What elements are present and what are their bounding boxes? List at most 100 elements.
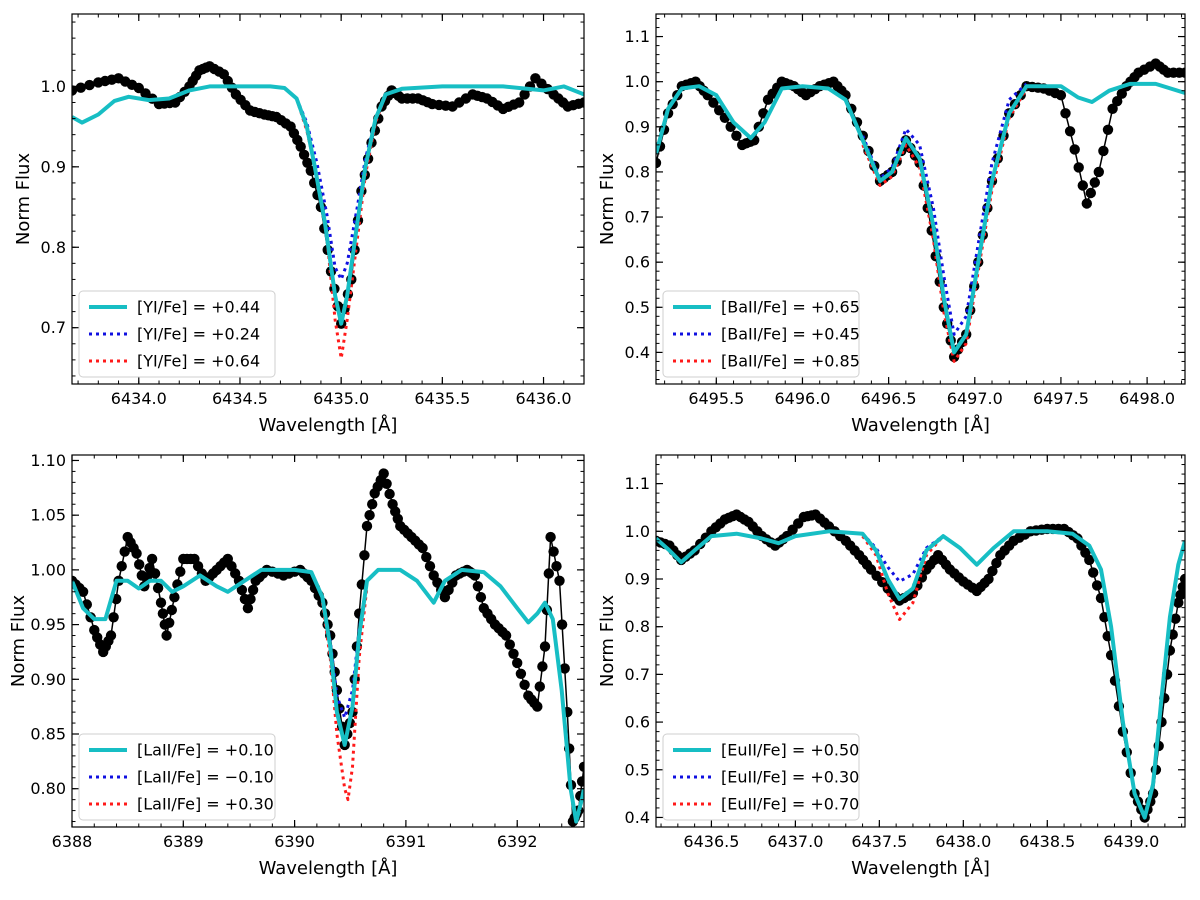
observed-point <box>545 531 556 543</box>
x-tick-label: 6437.0 <box>767 832 823 851</box>
observed-point <box>161 630 172 641</box>
spectrum-panel: 6434.0 6434.5 6435.0 6435.5 6436.0 0.7 0.8 0.9 1… <box>13 13 585 436</box>
observed-point <box>105 630 117 641</box>
observed-point <box>1081 198 1093 209</box>
x-tick-label: 6435.0 <box>313 389 369 408</box>
y-tick-label: 0.5 <box>625 298 650 317</box>
spectrum-panel: 6436.5 6437.0 6437.5 6438.0 6438.5 6439.0 0.4 0… <box>597 454 1186 879</box>
y-tick-label: 0.9 <box>625 570 650 589</box>
y-tick-label: 0.90 <box>30 670 66 689</box>
legend-entry-label: [BaII/Fe] = +0.45 <box>721 325 860 344</box>
legend: [BaII/Fe] = +0.65 [BaII/Fe] = +0.45 [BaII/… <box>662 290 860 378</box>
observed-point <box>1069 144 1080 155</box>
observed-point <box>1173 597 1184 608</box>
observed-point <box>157 608 169 619</box>
y-axis-label: Norm Flux <box>597 595 618 688</box>
legend: [LaII/Fe] = +0.10 [LaII/Fe] = −0.10 [LaII/… <box>78 733 276 821</box>
y-tick-label: 0.8 <box>625 162 650 181</box>
observed-point <box>1088 567 1099 578</box>
observed-point <box>119 546 130 557</box>
y-axis-label: Norm Flux <box>597 153 618 246</box>
observed-point <box>359 550 370 561</box>
observed-point <box>1177 581 1185 593</box>
best-fit-synthetic-line <box>72 84 584 326</box>
observed-point <box>295 141 306 152</box>
x-tick-label: 6437.5 <box>851 832 907 851</box>
observed-point <box>987 565 998 577</box>
observed-point <box>1060 108 1071 119</box>
y-tick-label: 1.0 <box>625 522 650 541</box>
y-tick-label: 1.0 <box>41 77 66 96</box>
observed-point <box>556 619 568 630</box>
observed-point <box>551 561 562 572</box>
observed-point <box>149 568 161 579</box>
observed-point <box>134 559 145 570</box>
observed-point <box>175 566 186 577</box>
legend-entry-label: [YI/Fe] = +0.64 <box>137 352 260 371</box>
observed-point <box>424 561 436 572</box>
observed-point <box>1064 126 1076 137</box>
y-tick-label: 1.1 <box>625 27 650 46</box>
x-tick-label: 6436.5 <box>683 832 739 851</box>
x-tick-label: 6435.5 <box>414 389 470 408</box>
observed-point <box>508 648 519 659</box>
y-tick-label: 0.7 <box>625 665 650 684</box>
legend-entry-label: [EuII/Fe] = +0.70 <box>721 795 859 814</box>
observed-point <box>519 679 530 690</box>
x-tick-label: 6391 <box>386 832 427 851</box>
x-tick-label: 6497.0 <box>947 389 1003 408</box>
observed-point <box>559 663 570 674</box>
y-tick-label: 1.1 <box>625 474 650 493</box>
x-axis-label: Wavelength [Å] <box>851 414 990 436</box>
observed-point <box>1093 166 1105 178</box>
observed-point <box>155 597 167 608</box>
observed-point <box>500 630 512 641</box>
observed-point <box>1098 145 1109 157</box>
x-tick-label: 6438.5 <box>1019 832 1075 851</box>
observed-point <box>475 592 487 603</box>
observed-point <box>247 584 259 596</box>
observed-point <box>576 776 584 787</box>
best-fit-synthetic-line <box>656 81 1185 355</box>
y-tick-label: 0.6 <box>625 713 650 732</box>
legend-box <box>662 290 860 378</box>
observed-point <box>991 557 1002 569</box>
x-tick-label: 6390 <box>274 832 315 851</box>
y-tick-label: 0.7 <box>41 318 66 337</box>
observed-point <box>1089 177 1101 188</box>
observed-point <box>75 82 87 93</box>
observed-point <box>417 542 428 554</box>
observed-point <box>1112 96 1123 107</box>
observed-point <box>164 617 175 628</box>
observed-point <box>1077 180 1089 191</box>
observed-point <box>378 468 389 479</box>
x-tick-label: 6436.0 <box>516 389 572 408</box>
x-tick-label: 6496.5 <box>861 389 917 408</box>
legend-box <box>78 733 276 821</box>
y-tick-label: 0.4 <box>625 343 650 362</box>
observed-point <box>983 573 994 585</box>
x-axis-label: Wavelength [Å] <box>259 414 398 436</box>
x-axis-label: Wavelength [Å] <box>851 857 990 879</box>
x-tick-label: 6497.5 <box>1033 389 1089 408</box>
x-tick-label: 6388 <box>52 832 93 851</box>
y-tick-label: 0.4 <box>625 808 650 827</box>
observed-point <box>361 520 373 532</box>
observed-point <box>534 681 545 692</box>
observed-point <box>1085 187 1097 199</box>
observed-point <box>539 641 551 652</box>
observed-point <box>1116 88 1128 99</box>
observed-point <box>708 97 719 108</box>
observed-point <box>1175 589 1185 601</box>
legend-entry-label: [EuII/Fe] = +0.30 <box>721 768 859 787</box>
y-tick-label: 1.10 <box>30 451 66 470</box>
observed-point <box>1102 124 1114 135</box>
y-tick-label: 0.8 <box>41 238 66 257</box>
observed-point <box>714 105 725 116</box>
observed-point <box>384 488 395 500</box>
legend-entry-label: [YI/Fe] = +0.24 <box>137 325 260 344</box>
observed-point <box>302 157 313 168</box>
observed-point <box>1084 554 1095 566</box>
legend-box <box>662 733 860 821</box>
y-tick-label: 0.6 <box>625 253 650 272</box>
